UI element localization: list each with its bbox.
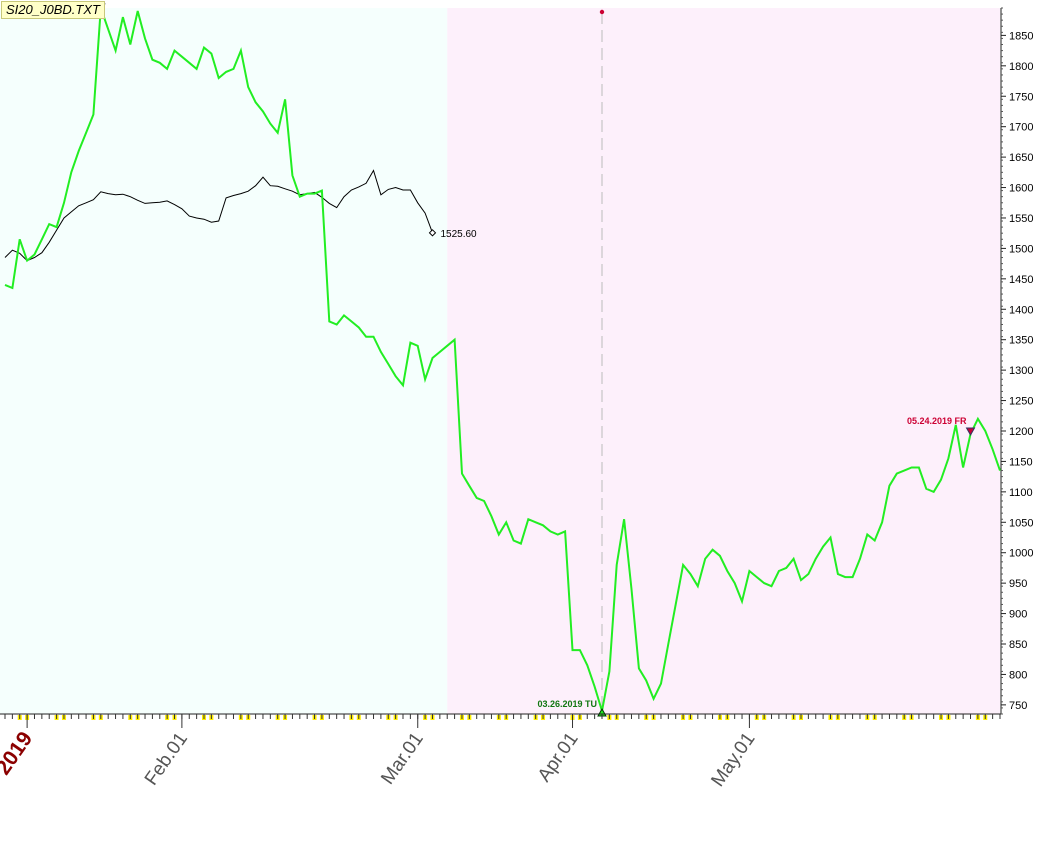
bg-region-right [447,8,1000,714]
y-tick-label: 1050 [1009,517,1033,529]
recent-high-marker [965,427,976,437]
y-tick-label: 750 [1009,700,1027,712]
y-tick-label: 1600 [1009,183,1033,195]
y-tick-label: 1000 [1009,548,1033,560]
y-axis: 750 800 850 900 950 1000 1050 1100 1150 1200 1250 1… [1001,7,1033,715]
last-value-label: 1525.60 [440,229,477,240]
y-tick-label: 1300 [1009,365,1033,377]
y-tick-label: 1450 [1009,274,1033,286]
y-tick-label: 1700 [1009,122,1033,134]
y-tick-label: 800 [1009,669,1027,681]
y-tick-label: 1500 [1009,243,1033,255]
x-tick-label: Apr.01 [534,729,583,786]
x-tick-label: Mar.01 [377,729,428,789]
cycle-dot [599,9,605,15]
x-tick-label: Feb.01 [141,729,192,790]
chart-title: SI20_J0BD.TXT [1,1,105,19]
y-tick-label: 1400 [1009,304,1033,316]
x-tick-label: May.01 [707,729,759,791]
y-tick-label: 1150 [1009,456,1033,468]
y-tick-label: 1800 [1009,61,1033,73]
y-tick-label: 1750 [1009,91,1033,103]
y-tick-label: 850 [1009,639,1027,651]
y-tick-label: 1350 [1009,335,1033,347]
x-axis: 2019 Feb.01 Mar.01 Apr.01 May.01 [0,713,1001,791]
y-tick-label: 1250 [1009,396,1033,408]
x-tick-label: 2019 [0,728,37,779]
y-tick-label: 1550 [1009,213,1033,225]
last-value-marker [428,229,437,237]
y-tick-label: 900 [1009,609,1027,621]
y-tick-label: 1100 [1009,487,1033,499]
bg-region-left [0,8,448,714]
y-tick-label: 1650 [1009,152,1033,164]
recent-high-label: 05.24.2019 FR [907,416,967,426]
y-tick-label: 1850 [1009,30,1033,42]
low-label: 03.26.2019 TU [537,699,597,709]
y-tick-label: 950 [1009,578,1027,590]
plot-background [0,8,1000,714]
price-series-line [4,7,1001,712]
comparison-series-line [4,169,433,262]
y-tick-label: 1200 [1009,426,1033,438]
